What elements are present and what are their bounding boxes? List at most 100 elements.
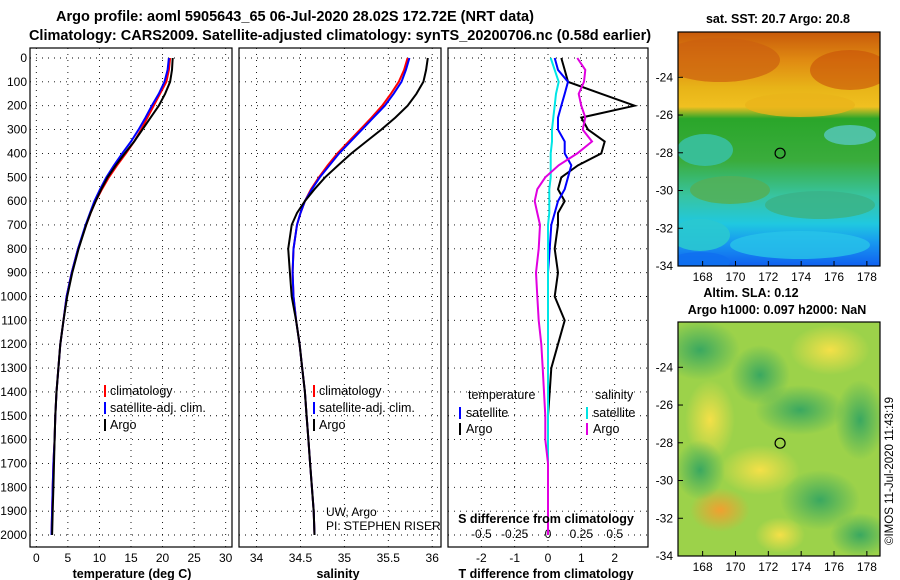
legend-label: Argo bbox=[466, 422, 492, 436]
imos-watermark: ©IMOS 11-Jul-2020 11:43:19 bbox=[884, 397, 896, 545]
legend-label: Argo bbox=[593, 422, 619, 436]
sst-map-argo-marker bbox=[774, 147, 786, 159]
series-line-salinity-argo bbox=[533, 57, 594, 535]
legend-label: Argo bbox=[319, 418, 345, 432]
x-tick-label: 35.5 bbox=[377, 551, 401, 565]
sst-map-frame bbox=[677, 31, 881, 267]
map-lon-tick-label: 178 bbox=[857, 560, 877, 574]
temperature-panel: 0 5 10 15 20 25 30 climatology satellite-adj. cl… bbox=[33, 57, 233, 565]
legend-label: satellite-adj. clim. bbox=[319, 401, 415, 415]
s-tick-label: 0.25 bbox=[570, 527, 594, 541]
legend-label: Argo bbox=[110, 418, 136, 432]
depth-tick-label: 0 bbox=[20, 51, 27, 65]
map-lon-tick-label: 176 bbox=[824, 270, 844, 284]
legend-swatch bbox=[313, 385, 315, 397]
sst-map-title: sat. SST: 20.7 Argo: 20.8 bbox=[706, 12, 850, 26]
legend-label: climatology bbox=[319, 384, 382, 398]
map-lon-tick-label: 174 bbox=[791, 560, 811, 574]
legend-label: satellite-adj. clim. bbox=[110, 401, 206, 415]
s-tick-label: -0.25 bbox=[501, 527, 529, 541]
legend-swatch bbox=[586, 407, 588, 419]
legend-swatch bbox=[586, 423, 588, 435]
pi-annotation-line1: UW, Argo bbox=[326, 505, 377, 519]
legend-swatch bbox=[104, 419, 106, 431]
depth-tick-label: 2000 bbox=[0, 528, 27, 542]
series-line-argo bbox=[287, 57, 429, 536]
depth-tick-label: 700 bbox=[7, 218, 27, 232]
t-difference-xlabel: T difference from climatology bbox=[458, 567, 633, 580]
x-tick-label: 34.5 bbox=[289, 551, 313, 565]
temperature-xlabel: temperature (deg C) bbox=[73, 567, 192, 580]
sla-map-frame bbox=[677, 321, 881, 557]
depth-tick-label: 1800 bbox=[0, 480, 27, 494]
map-lat-tick-label: -26 bbox=[656, 398, 674, 412]
salinity-xlabel: salinity bbox=[316, 567, 359, 580]
depth-tick-label: 1000 bbox=[0, 290, 27, 304]
legend-swatch bbox=[104, 385, 106, 397]
depth-tick-label: 1100 bbox=[1, 313, 27, 327]
map-axes: 168 170 172 174 176 178 -24 -26 -28 -30 -32 -34 168 1… bbox=[656, 70, 878, 574]
map-lat-tick-label: -30 bbox=[656, 184, 674, 198]
x-tick-label: 10 bbox=[93, 551, 107, 565]
series-line-salinity-satellite bbox=[547, 57, 560, 535]
map-lon-tick-label: 170 bbox=[725, 560, 745, 574]
map-lat-tick-label: -32 bbox=[656, 511, 674, 525]
legend-swatch bbox=[104, 402, 106, 414]
legend-title-salinity: salinity bbox=[595, 388, 634, 402]
depth-tick-label: 200 bbox=[7, 99, 27, 113]
depth-tick-label: 500 bbox=[7, 170, 27, 184]
map-lat-tick-label: -30 bbox=[656, 474, 674, 488]
x-tick-label: 30 bbox=[219, 551, 233, 565]
x-tick-label: 35 bbox=[338, 551, 352, 565]
depth-tick-label: 1400 bbox=[0, 385, 27, 399]
s-tick-label: -0.5 bbox=[471, 527, 492, 541]
depth-tick-label: 1500 bbox=[0, 409, 27, 423]
x-tick-label: 36 bbox=[426, 551, 440, 565]
x-tick-label: 2 bbox=[611, 551, 618, 565]
map-lat-tick-label: -32 bbox=[656, 221, 674, 235]
map-lon-tick-label: 174 bbox=[791, 270, 811, 284]
x-tick-label: 0 bbox=[545, 551, 552, 565]
sla-map-argo-marker bbox=[774, 437, 786, 449]
grid-layer bbox=[30, 48, 648, 547]
depth-tick-label: 900 bbox=[7, 266, 27, 280]
series-line-argo bbox=[51, 57, 174, 536]
sla-map-title: Altim. SLA: 0.12 bbox=[703, 286, 798, 300]
map-lat-tick-label: -34 bbox=[656, 259, 674, 273]
legend-swatch bbox=[459, 407, 461, 419]
legend-swatch bbox=[459, 423, 461, 435]
x-tick-label: 15 bbox=[124, 551, 138, 565]
map-lon-tick-label: 168 bbox=[693, 560, 713, 574]
x-tick-label: 0 bbox=[33, 551, 40, 565]
map-lat-tick-label: -26 bbox=[656, 108, 674, 122]
map-lon-tick-label: 168 bbox=[693, 270, 713, 284]
legend-label: satellite bbox=[466, 406, 508, 420]
x-tick-label: 5 bbox=[65, 551, 72, 565]
depth-tick-label: 100 bbox=[7, 75, 27, 89]
title-line-2: Climatology: CARS2009. Satellite-adjuste… bbox=[29, 28, 651, 44]
map-lat-tick-label: -24 bbox=[656, 360, 674, 374]
map-lon-tick-label: 172 bbox=[758, 560, 778, 574]
s-difference-xlabel: S difference from climatology bbox=[458, 512, 634, 526]
sst-map-field bbox=[678, 32, 880, 266]
map-lat-tick-label: -28 bbox=[656, 146, 674, 160]
depth-tick-label: 800 bbox=[7, 242, 27, 256]
legend-swatch bbox=[313, 419, 315, 431]
legend-label: satellite bbox=[593, 406, 635, 420]
depth-tick-label: 1900 bbox=[0, 504, 27, 518]
series-line-temperature-argo bbox=[547, 57, 639, 535]
map-lon-tick-label: 178 bbox=[857, 270, 877, 284]
map-lon-tick-label: 170 bbox=[725, 270, 745, 284]
depth-axis: 0 100 200 300 400 500 600 700 800 900 1000 1100 1200… bbox=[0, 51, 27, 542]
map-lat-tick-label: -28 bbox=[656, 436, 674, 450]
pi-annotation-line2: PI: STEPHEN RISER bbox=[326, 519, 441, 533]
sla-map-field bbox=[678, 322, 880, 556]
x-tick-label: 34 bbox=[250, 551, 264, 565]
temperature-panel-frame bbox=[29, 47, 233, 548]
map-lon-tick-label: 172 bbox=[758, 270, 778, 284]
x-tick-label: 1 bbox=[578, 551, 585, 565]
depth-tick-label: 1600 bbox=[0, 433, 27, 447]
series-line-climatology bbox=[50, 57, 172, 536]
sla-map-title2: Argo h1000: 0.097 h2000: NaN bbox=[688, 303, 867, 317]
